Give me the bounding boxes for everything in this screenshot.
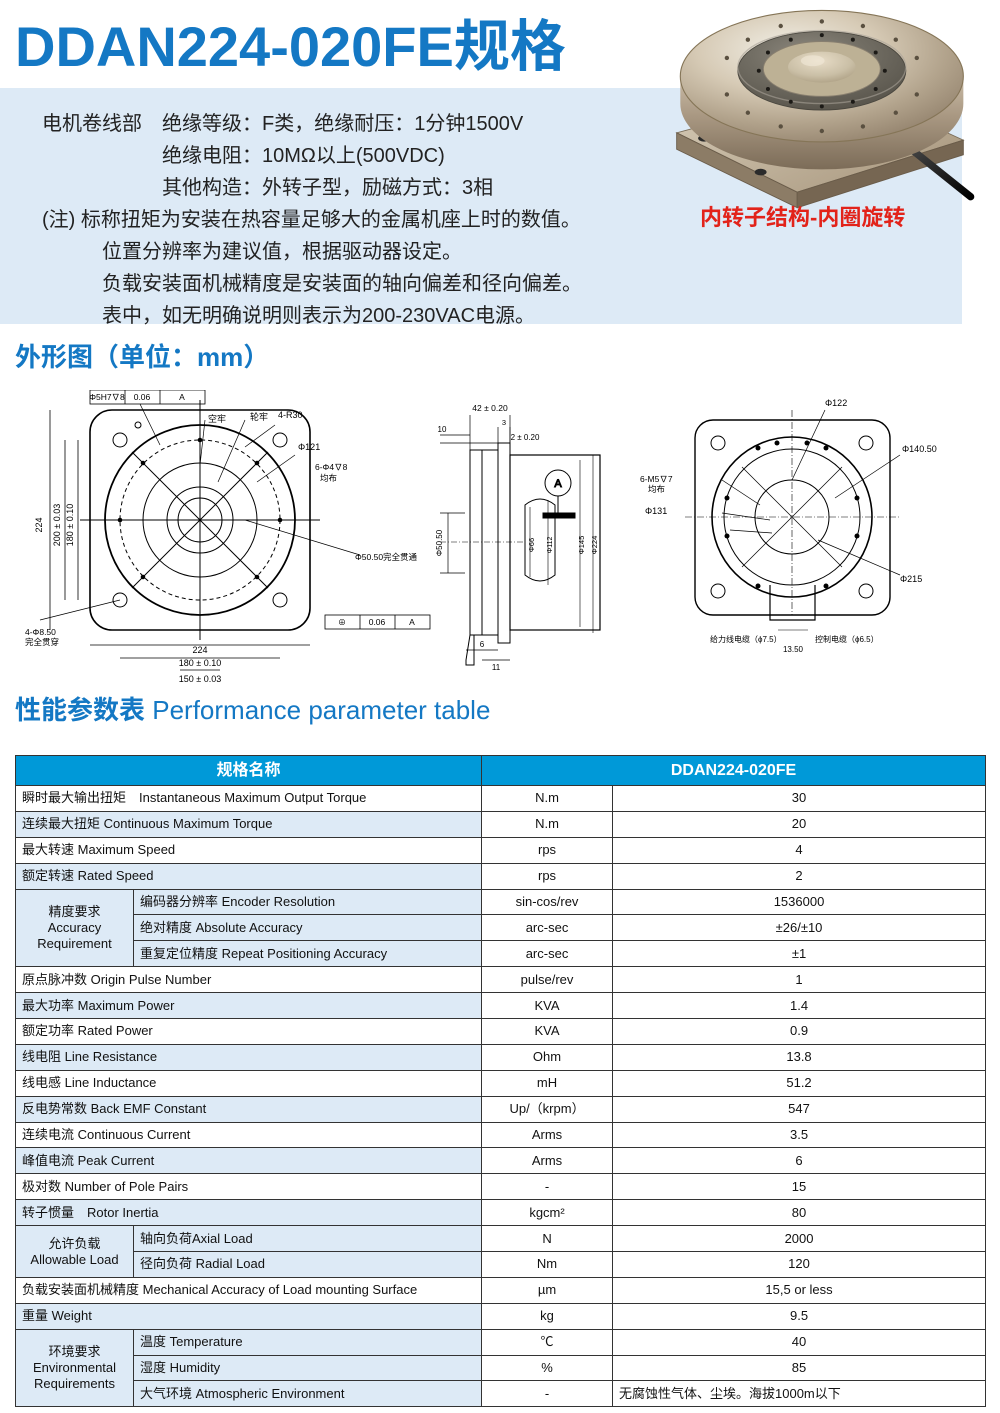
svg-text:0.06: 0.06 [369, 617, 386, 627]
svg-text:Φ122: Φ122 [825, 398, 847, 408]
svg-text:Φ5H7∇8: Φ5H7∇8 [89, 392, 125, 402]
svg-text:0.06: 0.06 [134, 392, 151, 402]
svg-text:A: A [409, 617, 415, 627]
svg-text:200 ± 0.03: 200 ± 0.03 [52, 504, 62, 546]
svg-text:10: 10 [438, 425, 447, 434]
svg-text:224: 224 [34, 517, 44, 532]
svg-text:6-Φ4∇8: 6-Φ4∇8 [315, 462, 348, 472]
svg-text:42 ± 0.20: 42 ± 0.20 [472, 403, 508, 413]
svg-text:完全贯穿: 完全贯穿 [25, 637, 59, 647]
svg-text:Φ66: Φ66 [527, 538, 536, 552]
svg-text:3: 3 [502, 418, 506, 427]
svg-text:控制电缆（ϕ6.5）: 控制电缆（ϕ6.5） [815, 634, 879, 644]
svg-text:均布: 均布 [648, 484, 665, 494]
svg-text:Φ215: Φ215 [900, 574, 922, 584]
svg-text:给力线电缆（ϕ7.5）: 给力线电缆（ϕ7.5） [710, 634, 782, 644]
svg-text:180 ± 0.10: 180 ± 0.10 [179, 658, 221, 668]
svg-text:13.50: 13.50 [783, 645, 804, 654]
svg-text:6-M5∇7: 6-M5∇7 [640, 474, 673, 484]
svg-text:空牢: 空牢 [208, 413, 226, 424]
svg-text:⊕: ⊕ [338, 618, 346, 627]
svg-text:4-R30: 4-R30 [278, 410, 303, 420]
svg-text:A: A [179, 392, 185, 402]
svg-text:Φ112: Φ112 [547, 537, 554, 554]
svg-text:2 ± 0.20: 2 ± 0.20 [511, 433, 540, 442]
svg-text:6: 6 [480, 640, 485, 649]
svg-text:A: A [554, 478, 562, 490]
svg-text:Φ224: Φ224 [590, 536, 599, 555]
svg-text:Φ145: Φ145 [577, 536, 586, 555]
svg-text:180 ± 0.10: 180 ± 0.10 [65, 504, 75, 546]
svg-text:轮牢: 轮牢 [250, 411, 268, 422]
svg-text:11: 11 [492, 663, 501, 672]
svg-text:Φ131: Φ131 [645, 506, 667, 516]
svg-text:224: 224 [192, 645, 207, 655]
svg-text:Φ50.50: Φ50.50 [435, 529, 444, 556]
svg-text:4-Φ8.50: 4-Φ8.50 [25, 627, 56, 637]
svg-text:Φ140.50: Φ140.50 [902, 444, 937, 454]
svg-text:Φ121: Φ121 [298, 442, 320, 452]
svg-text:均布: 均布 [320, 473, 337, 483]
svg-text:Φ50.50完全贯通: Φ50.50完全贯通 [355, 552, 418, 562]
svg-text:150 ± 0.03: 150 ± 0.03 [179, 674, 221, 684]
